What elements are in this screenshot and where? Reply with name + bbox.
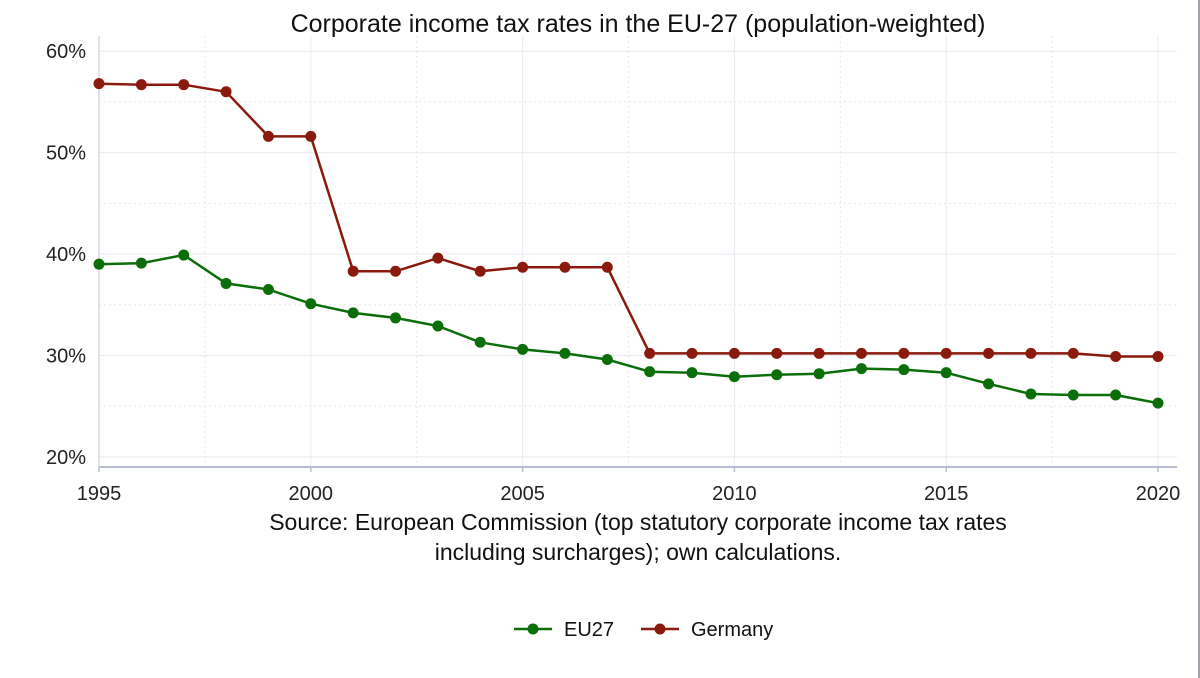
- data-point-eu27: [686, 367, 698, 379]
- data-point-germany: [93, 78, 105, 90]
- legend-marker-germany: [654, 623, 666, 635]
- source-line-2: including surcharges); own calculations.: [435, 539, 842, 565]
- data-point-germany: [855, 347, 867, 359]
- data-point-eu27: [1110, 389, 1122, 401]
- chart-title: Corporate income tax rates in the EU-27 …: [291, 10, 986, 38]
- y-tick-label: 60%: [46, 41, 86, 63]
- data-point-germany: [135, 79, 147, 91]
- data-point-eu27: [1152, 397, 1164, 409]
- data-point-eu27: [517, 343, 529, 355]
- data-point-eu27: [220, 277, 232, 289]
- data-point-eu27: [178, 249, 190, 261]
- data-point-eu27: [93, 258, 105, 270]
- data-point-germany: [983, 347, 995, 359]
- data-point-germany: [898, 347, 910, 359]
- data-point-germany: [474, 265, 486, 277]
- legend: EU27 Germany: [514, 619, 773, 641]
- data-point-germany: [771, 347, 783, 359]
- y-axis-ticks: 20% 30% 40% 50% 60%: [46, 41, 86, 469]
- data-point-germany: [262, 130, 274, 142]
- data-point-eu27: [898, 364, 910, 376]
- data-point-eu27: [601, 354, 613, 366]
- series-line-germany: [98, 82, 1158, 358]
- legend-marker-eu27: [527, 623, 539, 635]
- data-point-eu27: [135, 257, 147, 269]
- data-point-germany: [1067, 347, 1079, 359]
- source-line-1: Source: European Commission (top statuto…: [269, 509, 1007, 535]
- data-point-eu27: [771, 369, 783, 381]
- data-point-eu27: [728, 371, 740, 383]
- x-tick-label: 2000: [289, 483, 334, 505]
- data-point-eu27: [813, 368, 825, 380]
- x-tick-label: 2010: [712, 483, 757, 505]
- data-point-germany: [1152, 350, 1164, 362]
- grid: [98, 36, 1177, 467]
- data-point-eu27: [390, 312, 402, 324]
- data-point-germany: [601, 261, 613, 273]
- series: [93, 78, 1164, 409]
- data-point-eu27: [983, 378, 995, 390]
- data-point-eu27: [559, 347, 571, 359]
- data-point-germany: [728, 347, 740, 359]
- data-point-eu27: [644, 366, 656, 378]
- series-line-eu27: [98, 253, 1159, 405]
- data-point-germany: [644, 347, 656, 359]
- data-point-germany: [686, 347, 698, 359]
- data-point-eu27: [940, 367, 952, 379]
- y-tick-label: 40%: [46, 244, 86, 266]
- x-tick-label: 1995: [77, 483, 122, 505]
- y-tick-label: 50%: [46, 143, 86, 165]
- data-point-eu27: [474, 336, 486, 348]
- data-point-eu27: [1025, 388, 1037, 400]
- data-point-germany: [1110, 350, 1122, 362]
- data-point-eu27: [1067, 389, 1079, 401]
- data-point-eu27: [305, 298, 317, 310]
- legend-label-eu27: EU27: [564, 619, 614, 641]
- x-tick-label: 2005: [500, 483, 545, 505]
- data-point-eu27: [262, 284, 274, 296]
- x-tick-label: 2020: [1136, 483, 1181, 505]
- data-point-germany: [178, 79, 190, 91]
- y-tick-label: 30%: [46, 345, 86, 367]
- data-point-germany: [432, 252, 444, 264]
- data-point-germany: [220, 86, 232, 98]
- data-point-germany: [813, 347, 825, 359]
- data-point-eu27: [855, 363, 867, 375]
- legend-label-germany: Germany: [691, 619, 773, 641]
- data-point-germany: [1025, 347, 1037, 359]
- x-tick-label: 2015: [924, 483, 969, 505]
- data-point-germany: [305, 130, 317, 142]
- data-point-germany: [517, 261, 529, 273]
- data-point-eu27: [347, 307, 359, 319]
- data-point-germany: [347, 265, 359, 277]
- data-point-germany: [940, 347, 952, 359]
- data-point-germany: [390, 265, 402, 277]
- data-point-germany: [559, 261, 571, 273]
- x-axis-ticks: 1995 2000 2005 2010 2015 2020: [77, 467, 1181, 505]
- y-tick-label: 20%: [46, 447, 86, 469]
- data-point-eu27: [432, 320, 444, 332]
